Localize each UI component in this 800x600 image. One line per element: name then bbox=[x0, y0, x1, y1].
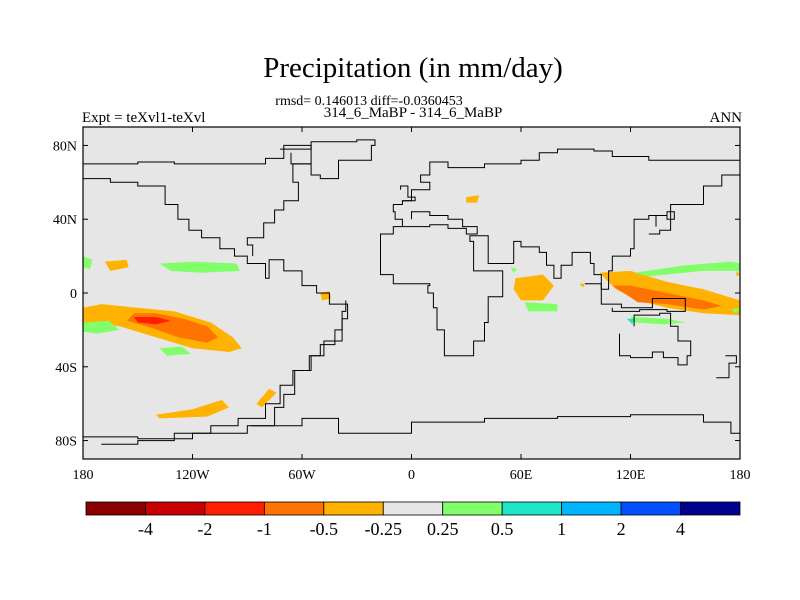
coastline-nz bbox=[716, 355, 737, 379]
coastline-uk bbox=[400, 185, 416, 202]
anomaly-region-4 bbox=[83, 256, 93, 269]
anomaly-region-21 bbox=[579, 283, 585, 288]
colorbar-level-label: 4 bbox=[676, 519, 685, 539]
anomaly-region-20 bbox=[730, 307, 740, 314]
anomaly-region-22 bbox=[736, 270, 740, 277]
colorbar: -4 -2 -1 -0.5 -0.25 0.25 0.5 1 2 4 bbox=[85, 501, 741, 539]
x-tick-label: 180 bbox=[73, 468, 94, 483]
colorbar-level-label: -4 bbox=[138, 519, 153, 539]
colorbar-swatch bbox=[85, 501, 146, 516]
colorbar-swatch bbox=[145, 501, 206, 516]
chart-stats-subtitle: rmsd= 0.146013 diff=-0.0360453 bbox=[275, 94, 463, 109]
y-tick-label: 80S bbox=[55, 435, 77, 450]
colorbar-level-label: 0.25 bbox=[427, 519, 459, 539]
x-tick-label: 0 bbox=[408, 468, 415, 483]
x-tick-label: 180 bbox=[730, 468, 751, 483]
anomaly-region-3 bbox=[104, 259, 129, 271]
coastline-antarctica bbox=[83, 414, 741, 440]
y-tick-label: 40S bbox=[55, 361, 77, 376]
colorbar-level-label: -0.25 bbox=[365, 519, 403, 539]
x-tick-label: 60W bbox=[288, 468, 316, 483]
colorbar-level-label: -2 bbox=[197, 519, 212, 539]
season-label: ANN bbox=[709, 110, 743, 126]
anomaly-region-2 bbox=[134, 317, 171, 325]
anomaly-region-13 bbox=[513, 274, 554, 301]
colorbar-swatch bbox=[620, 501, 681, 516]
colorbar-level-label: 0.5 bbox=[491, 519, 514, 539]
coastline-south-america-west bbox=[250, 300, 347, 427]
coastline-japan bbox=[648, 211, 675, 235]
colorbar-swatch bbox=[263, 501, 325, 516]
axis-ticks: 180 120W 60W 0 60E 120E 180 80N 40N 0 40S 80S bbox=[53, 127, 751, 483]
colorbar-level-label: 1 bbox=[557, 519, 566, 539]
anomaly-region-8 bbox=[156, 400, 229, 419]
anomaly-region-19 bbox=[626, 318, 635, 325]
coastline-americas bbox=[82, 175, 349, 445]
experiment-label: Expt = teXvl1-teXvl bbox=[82, 110, 206, 126]
colorbar-swatch bbox=[382, 501, 444, 516]
colorbar-swatch bbox=[204, 501, 265, 516]
coastline-indonesia-png bbox=[584, 283, 686, 312]
chart-cases-subtitle: 314_6_MaBP - 314_6_MaBP bbox=[323, 105, 503, 121]
coastline-greenland bbox=[280, 139, 376, 180]
coastline-eurasia-north bbox=[392, 148, 740, 227]
anomaly-region-7 bbox=[159, 346, 191, 356]
y-tick-label: 80N bbox=[53, 139, 77, 154]
colorbar-swatch bbox=[680, 501, 741, 516]
x-tick-label: 120E bbox=[616, 468, 646, 483]
colorbar-swatch bbox=[561, 501, 622, 516]
colorbar-level-label: 2 bbox=[617, 519, 626, 539]
y-tick-label: 0 bbox=[70, 287, 77, 302]
colorbar-swatch bbox=[442, 501, 503, 516]
anomaly-region-14 bbox=[524, 302, 558, 312]
coastline-layer bbox=[82, 139, 741, 445]
x-tick-label: 60E bbox=[510, 468, 533, 483]
colorbar-swatch bbox=[501, 501, 563, 516]
colorbar-level-label: -0.5 bbox=[310, 519, 339, 539]
anomaly-region-17 bbox=[634, 261, 740, 277]
colorbar-level-label: -1 bbox=[257, 519, 272, 539]
coastline-eurasia-africa bbox=[380, 171, 741, 357]
anomaly-region-12 bbox=[510, 267, 518, 273]
anomaly-region-9 bbox=[256, 388, 277, 408]
y-tick-label: 40N bbox=[53, 213, 77, 228]
colorbar-swatch bbox=[323, 501, 384, 516]
coastline-mediterranean bbox=[402, 211, 478, 235]
anomaly-region-6 bbox=[83, 320, 120, 334]
anomaly-region-11 bbox=[466, 195, 479, 203]
anomaly-region-5 bbox=[159, 261, 240, 273]
chart-title: Precipitation (in mm/day) bbox=[263, 52, 563, 84]
anomaly-layer bbox=[83, 195, 740, 419]
coastline-australia bbox=[619, 312, 692, 366]
x-tick-label: 120W bbox=[175, 468, 210, 483]
anomaly-region-18 bbox=[630, 317, 686, 325]
anomaly-region-16 bbox=[612, 285, 722, 310]
